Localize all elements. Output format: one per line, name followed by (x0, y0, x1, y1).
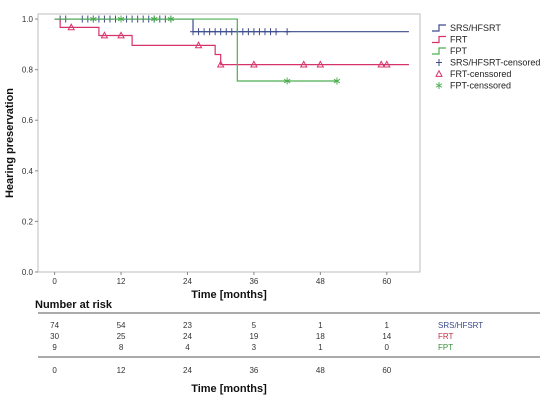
censor-mark (228, 28, 235, 36)
censor-mark (90, 15, 97, 23)
series-line-frt (54, 18, 409, 66)
censor-mark (299, 60, 308, 68)
risk-table-cell: 5 (252, 321, 257, 330)
risk-table-cell: 0 (385, 343, 390, 352)
censor-mark (283, 77, 291, 85)
legend-swatch (435, 82, 443, 89)
risk-table-row-label: SRS/HFSRT (438, 321, 483, 330)
legend-label: SRS/HFSRT-censored (450, 58, 540, 68)
risk-table-cell: 9 (52, 343, 57, 352)
censor-mark (250, 60, 258, 68)
risk-table-cell: 1 (318, 321, 323, 330)
censor-mark (316, 60, 325, 68)
censor-mark (256, 28, 263, 36)
legend-swatch (435, 69, 443, 77)
risk-table-cell: 74 (50, 321, 59, 330)
risk-table-time-label: 60 (382, 366, 391, 375)
legend-label: FPT (450, 46, 468, 56)
risk-table-cell: 18 (316, 332, 325, 341)
series-layer (54, 15, 409, 85)
risk-table-row-label: FRT (438, 332, 454, 341)
censor-mark (273, 28, 280, 36)
risk-table-cell: 1 (318, 343, 323, 352)
risk-table: Number at risk Time [months] 74 54 23 5 1 1 SR… (35, 299, 540, 395)
y-axis-title: Hearing preservation (4, 88, 16, 198)
x-tick-label: 48 (316, 277, 325, 286)
risk-table-cell: 19 (249, 332, 258, 341)
censor-mark (239, 28, 246, 36)
censor-mark (212, 28, 219, 36)
legend-label: FRT-censsored (450, 69, 511, 79)
legend-swatch (436, 59, 442, 66)
risk-table-cell: 1 (385, 321, 390, 330)
censor-mark (100, 31, 109, 39)
plot-frame (37, 13, 421, 273)
y-tick-label: 1.0 (22, 15, 34, 24)
risk-table-cell: 3 (252, 343, 257, 352)
censor-mark (195, 28, 202, 36)
censor-mark (382, 60, 391, 68)
legend-label: SRS/HFSRT (450, 23, 501, 33)
censor-mark (223, 28, 230, 36)
risk-table-x-axis-title: Time [months] (191, 383, 267, 395)
y-axis-ticks: 0.0 0.2 0.4 0.6 0.8 1.0 (22, 15, 38, 277)
risk-table-cell: 23 (183, 321, 192, 330)
risk-table-row-label: FPT (438, 343, 453, 352)
x-axis-title: Time [months] (191, 289, 267, 301)
x-tick-label: 36 (249, 277, 258, 286)
legend-swatch (432, 35, 446, 44)
y-tick-label: 0.8 (22, 66, 34, 75)
censor-mark (206, 28, 213, 36)
risk-table-time-label: 0 (52, 366, 57, 375)
censor-mark (190, 28, 197, 36)
x-tick-label: 0 (52, 277, 57, 286)
risk-table-cell: 25 (117, 332, 126, 341)
plot-border (37, 13, 421, 273)
series-line-fpt (54, 18, 337, 82)
censor-mark (67, 23, 76, 31)
censor-mark (377, 60, 386, 68)
risk-table-cell: 54 (117, 321, 126, 330)
censor-mark (245, 28, 252, 36)
risk-table-time-label: 36 (249, 366, 258, 375)
risk-table-cell: 4 (185, 343, 190, 352)
y-tick-label: 0.4 (22, 167, 34, 176)
y-tick-label: 0.2 (22, 217, 34, 226)
risk-table-time-label: 12 (117, 366, 126, 375)
x-tick-label: 60 (382, 277, 391, 286)
risk-table-cell: 24 (183, 332, 192, 341)
censor-mark (167, 15, 175, 23)
risk-table-cell: 14 (382, 332, 391, 341)
legend-swatch (432, 47, 446, 55)
risk-table-time-label: 24 (183, 366, 192, 375)
legend-label: FRT (450, 35, 468, 45)
censor-mark (194, 41, 203, 49)
y-tick-label: 0.6 (22, 116, 34, 125)
risk-table-time-label: 48 (316, 366, 325, 375)
censor-mark (284, 28, 291, 36)
censor-mark (117, 31, 125, 39)
censor-mark (217, 28, 224, 36)
censor-mark (250, 28, 257, 36)
x-tick-label: 24 (183, 277, 192, 286)
legend-label: FPT-censsored (450, 81, 511, 91)
censor-mark (267, 28, 274, 36)
censor-mark (261, 28, 268, 36)
censor-mark (201, 28, 208, 36)
censor-mark (117, 15, 125, 23)
risk-table-cell: 30 (50, 332, 59, 341)
x-axis-ticks: 0 12 24 36 48 60 (52, 272, 392, 286)
censor-mark (216, 60, 225, 68)
censor-mark (150, 15, 158, 23)
risk-table-title: Number at risk (35, 299, 113, 311)
y-tick-label: 0.0 (22, 268, 34, 277)
censor-mark (333, 77, 341, 85)
risk-table-cell: 8 (119, 343, 124, 352)
legend-swatch (432, 24, 446, 32)
x-tick-label: 12 (117, 277, 126, 286)
